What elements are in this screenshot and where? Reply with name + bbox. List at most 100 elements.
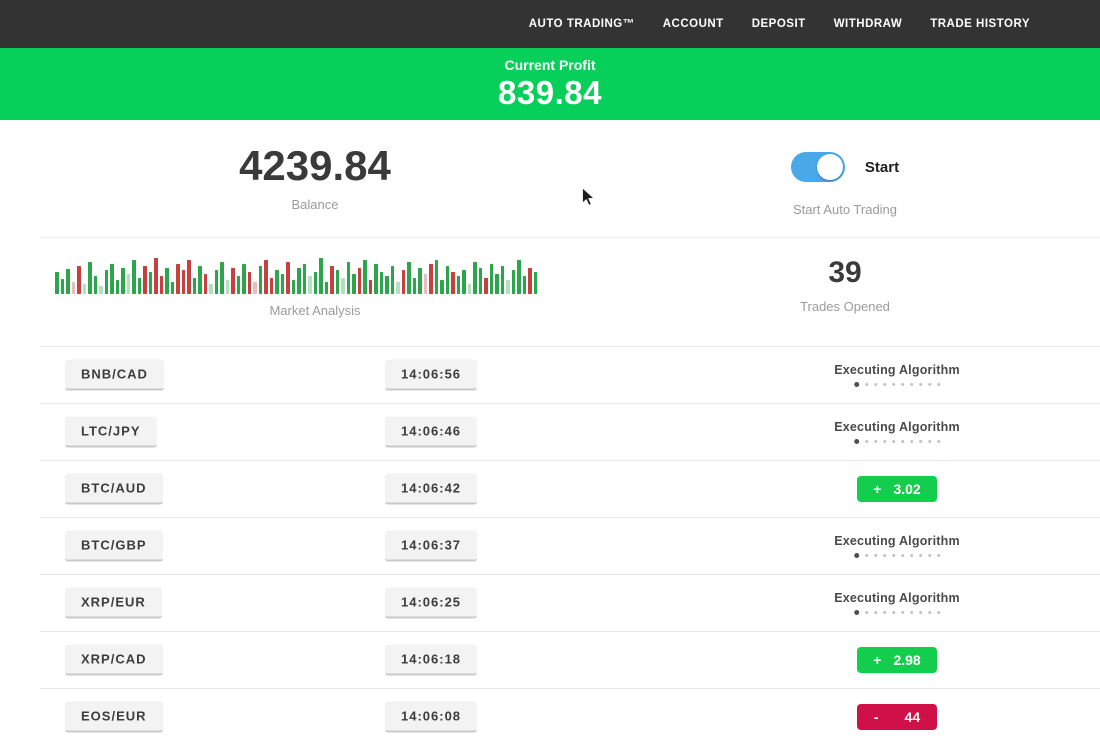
market-bar <box>275 270 279 294</box>
market-bar <box>93 276 97 294</box>
nav-item-trade-history[interactable]: TRADE HISTORY <box>930 18 1030 30</box>
market-bar <box>489 264 493 294</box>
stats-bottom-section: Market Analysis 39 Trades Opened <box>0 238 1100 346</box>
market-bar <box>451 272 455 294</box>
market-bar <box>187 260 191 294</box>
loader-dots-icon <box>834 553 960 558</box>
trades-opened-value: 39 <box>828 256 862 289</box>
toggle-knob-icon <box>816 154 843 180</box>
market-bar <box>462 270 466 294</box>
table-row: XRP/CAD 14:06:18 +2.98 <box>40 631 1100 688</box>
market-bar <box>115 280 119 294</box>
market-bar <box>368 280 372 294</box>
market-bar <box>165 268 169 294</box>
market-bar <box>396 282 400 294</box>
market-bar <box>242 264 246 294</box>
market-analysis-chart <box>40 254 550 294</box>
market-bar <box>55 272 59 294</box>
market-bar <box>456 276 460 294</box>
time-pill: 14:06:18 <box>385 644 478 676</box>
market-bar <box>77 266 81 294</box>
market-bar <box>60 279 64 294</box>
market-bar <box>253 282 257 294</box>
market-bar <box>319 258 323 294</box>
pair-pill: XRP/CAD <box>65 644 163 676</box>
market-bar <box>198 266 202 294</box>
market-bar <box>176 264 180 294</box>
profit-banner-label: Current Profit <box>504 57 596 73</box>
market-bar <box>269 278 273 294</box>
market-bar <box>401 270 405 294</box>
market-bar <box>528 268 532 294</box>
market-bar <box>484 278 488 294</box>
time-pill: 14:06:46 <box>385 416 478 448</box>
trade-status: Executing Algorithm <box>834 591 960 615</box>
market-bar <box>357 268 361 294</box>
result-sign: + <box>873 652 882 668</box>
auto-trading-toggle[interactable] <box>790 152 845 182</box>
balance-value: 4239.84 <box>239 142 391 189</box>
market-bar <box>297 268 301 294</box>
market-bar <box>363 260 367 294</box>
market-bar <box>313 272 317 294</box>
market-bar <box>121 268 125 294</box>
market-bar <box>517 260 521 294</box>
market-bar <box>407 262 411 294</box>
nav-item-auto-trading[interactable]: AUTO TRADING™ <box>528 18 635 30</box>
market-bar <box>308 276 312 294</box>
market-bar <box>258 266 262 294</box>
market-bar <box>82 284 86 294</box>
market-bar <box>181 270 185 294</box>
market-bar <box>99 286 103 294</box>
market-bar <box>533 272 537 294</box>
table-row: BNB/CAD 14:06:56 Executing Algorithm <box>40 346 1100 403</box>
result-value: 44 <box>904 709 921 725</box>
market-bar <box>154 258 158 294</box>
market-bar <box>379 272 383 294</box>
market-bar <box>302 264 306 294</box>
result-badge: +3.02 <box>857 476 937 502</box>
market-bar <box>110 264 114 294</box>
market-analysis-label: Market Analysis <box>269 303 361 318</box>
auto-trading-block: Start Start Auto Trading <box>590 144 1100 237</box>
market-bar <box>445 266 449 294</box>
table-row: BTC/AUD 14:06:42 +3.02 <box>40 460 1100 517</box>
trade-status: +2.98 <box>857 647 937 673</box>
time-pill: 14:06:08 <box>385 701 478 733</box>
market-bar <box>220 262 224 294</box>
market-bar <box>88 262 92 294</box>
pair-pill: BTC/AUD <box>65 473 163 505</box>
section-divider <box>40 237 1100 238</box>
time-pill: 14:06:37 <box>385 530 478 562</box>
result-value: 3.02 <box>893 481 921 497</box>
toggle-label: Start <box>864 158 900 176</box>
time-pill: 14:06:25 <box>385 587 478 619</box>
market-bar <box>324 282 328 294</box>
market-bar <box>247 272 251 294</box>
market-bar <box>429 264 433 294</box>
nav-item-withdraw[interactable]: WITHDRAW <box>833 18 903 30</box>
table-row: XRP/EUR 14:06:25 Executing Algorithm <box>40 574 1100 631</box>
time-pill: 14:06:56 <box>385 359 478 391</box>
market-bar <box>291 280 295 294</box>
market-bar <box>231 268 235 294</box>
market-bar <box>478 268 482 294</box>
pair-pill: XRP/EUR <box>65 587 162 619</box>
result-badge: - 44 <box>857 704 937 730</box>
executing-algorithm-label: Executing Algorithm <box>834 420 960 434</box>
trade-status: Executing Algorithm <box>834 420 960 444</box>
market-bar <box>434 260 438 294</box>
nav-item-deposit[interactable]: DEPOSIT <box>751 18 806 30</box>
market-bar <box>264 260 268 294</box>
market-bar <box>209 284 213 294</box>
profit-banner-value: 839.84 <box>498 74 602 111</box>
pair-pill: BNB/CAD <box>65 359 164 391</box>
market-bar <box>341 278 345 294</box>
table-row: BTC/GBP 14:06:37 Executing Algorithm <box>40 517 1100 574</box>
market-bar <box>330 266 334 294</box>
nav-items: AUTO TRADING™ ACCOUNT DEPOSIT WITHDRAW TRADE… <box>529 18 1030 30</box>
trade-status: Executing Algorithm <box>834 534 960 558</box>
nav-item-account[interactable]: ACCOUNT <box>662 18 724 30</box>
market-analysis-block: Market Analysis <box>40 254 590 346</box>
market-bar <box>137 278 141 294</box>
